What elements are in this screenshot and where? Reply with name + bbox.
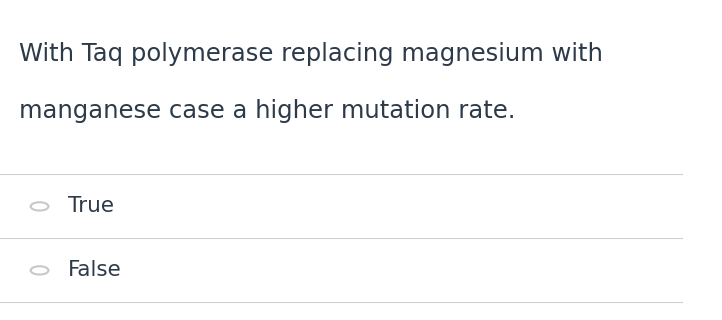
Text: True: True [68,196,114,216]
Text: manganese case a higher mutation rate.: manganese case a higher mutation rate. [19,99,516,123]
Text: False: False [68,260,122,280]
Text: With Taq polymerase replacing magnesium with: With Taq polymerase replacing magnesium … [19,42,603,66]
